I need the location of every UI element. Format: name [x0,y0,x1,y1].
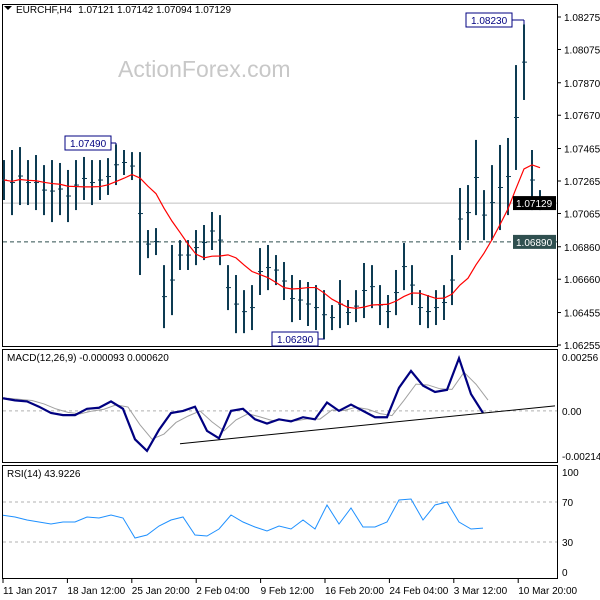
macd-plot [2,354,557,453]
macd-panel [2,349,558,463]
macd-tick-label: 0.00 [562,407,582,418]
ohlc-label: 1.07121 1.07142 1.07094 1.07129 [78,5,231,16]
time-tick-label: 3 Mar 12:00 [454,586,508,597]
price-tick-label: 1.08075 [564,45,600,56]
price-tick-label: 1.06455 [564,309,600,320]
time-tick-label: 18 Jan 12:00 [67,586,125,597]
moving-average-line [3,164,541,309]
rsi-title: RSI(14) 43.9226 [7,469,81,480]
annotation-box [64,135,112,151]
price-tick-label: 1.06660 [564,275,600,286]
price-tick-label: 1.08275 [564,13,600,24]
watermark: ActionForex.com [118,56,291,82]
price-tick-label: 1.07670 [564,111,600,122]
axes: 1.08275 1.08075 1.07870 1.07670 1.07465 1.072… [2,13,600,597]
annotation-label: 1.06290 [277,335,314,346]
time-tick-label: 2 Feb 04:00 [196,586,250,597]
chart-header: EURCHF,H4 1.07121 1.07142 1.07094 1.07129 [16,5,231,16]
rsi-tick-label: 30 [562,538,574,549]
time-tick-label: 16 Feb 20:00 [325,586,384,597]
annotation-box [271,331,319,347]
annotation-box [465,12,513,28]
annotation-label: 1.07490 [70,139,107,150]
level-price-label-bg [513,234,556,249]
time-tick-label: 9 Feb 12:00 [261,586,315,597]
rsi-panel [2,465,558,579]
rsi-tick-label: 0 [562,568,568,579]
price-tick-label: 1.07465 [564,145,600,156]
macd-tick-label: -0.002142 [562,452,600,463]
macd-signal-line [7,371,489,440]
level-price-label: 1.06890 [516,238,553,249]
macd-main-line [2,354,484,453]
time-tick-label: 11 Jan 2017 [3,586,58,597]
triangle-down-icon[interactable] [4,6,12,10]
price-tick-label: 1.06860 [564,243,600,254]
rsi-line [2,498,484,539]
current-price-label: 1.07129 [516,199,553,210]
price-tick-label: 1.07065 [564,209,600,220]
price-tick-label: 1.06255 [564,341,600,352]
macd-title: MACD(12,26,9) -0.000093 0.000620 [7,353,169,364]
time-tick-label: 10 Mar 20:00 [518,586,577,597]
rsi-tick-label: 70 [562,498,574,509]
time-tick-label: 24 Feb 04:00 [389,586,448,597]
rsi-plot [2,498,557,543]
macd-tick-label: 0.00256 [562,353,599,364]
time-tick-label: 25 Jan 20:00 [132,586,190,597]
rsi-tick-label: 100 [562,468,579,479]
annotation-label: 1.08230 [471,16,508,27]
price-tick-label: 1.07265 [564,177,600,188]
price-tick-label: 1.07870 [564,79,600,90]
symbol-label: EURCHF,H4 [16,5,73,16]
current-price-label-bg [513,196,556,211]
macd-trendline [179,405,556,445]
